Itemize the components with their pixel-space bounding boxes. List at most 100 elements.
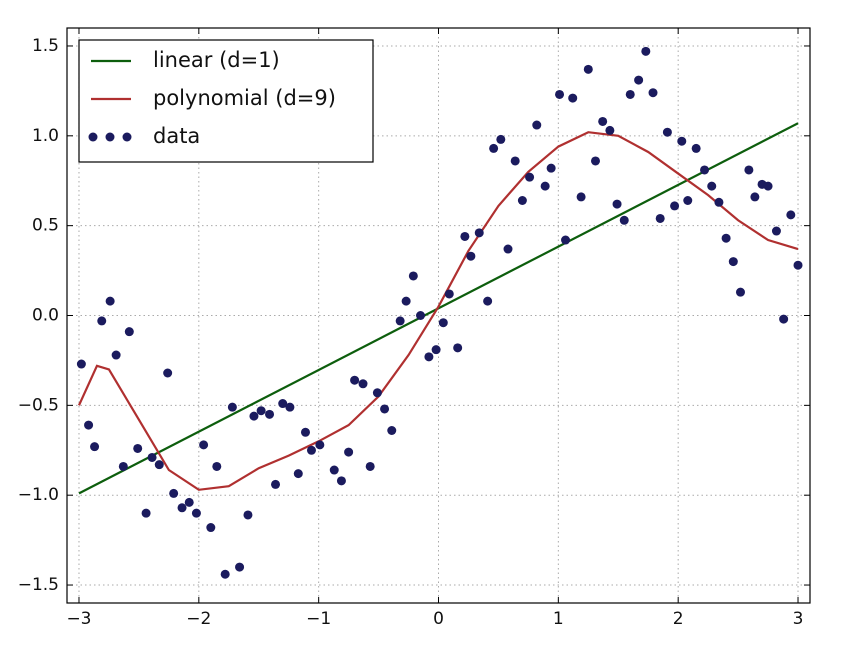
point	[532, 120, 542, 130]
point	[293, 469, 303, 479]
point	[561, 235, 571, 245]
point	[590, 156, 600, 166]
legend-marker	[105, 132, 115, 142]
point	[147, 452, 157, 462]
point	[648, 88, 658, 98]
point	[141, 508, 151, 518]
x-tick-label: 2	[673, 609, 684, 629]
point	[329, 465, 339, 475]
point	[271, 479, 281, 489]
point	[177, 503, 187, 513]
point	[365, 461, 375, 471]
point	[683, 196, 693, 205]
legend-label: linear (d=1)	[153, 48, 280, 72]
x-tick-label: 0	[433, 609, 444, 629]
y-tick-label: 1.0	[32, 126, 59, 146]
point	[380, 404, 390, 414]
legend-marker	[122, 132, 132, 142]
point	[306, 445, 316, 455]
legend-marker	[88, 132, 98, 142]
point	[416, 311, 426, 320]
point	[118, 461, 128, 471]
point	[525, 172, 535, 182]
point	[336, 476, 346, 486]
point	[235, 562, 245, 572]
point	[460, 231, 470, 241]
point	[97, 316, 107, 326]
point	[212, 461, 222, 471]
point	[583, 64, 593, 74]
point	[750, 192, 760, 202]
point	[466, 251, 476, 261]
point	[625, 89, 635, 99]
point	[111, 350, 121, 360]
point	[265, 409, 275, 419]
point	[315, 440, 325, 450]
point	[401, 296, 411, 306]
point	[358, 379, 368, 389]
point	[424, 352, 434, 362]
line	[77, 131, 799, 491]
x-tick-label: 1	[553, 609, 564, 629]
point	[90, 442, 100, 452]
point	[662, 127, 672, 137]
point	[503, 244, 513, 254]
point	[133, 443, 143, 453]
y-tick-label: −0.5	[18, 395, 59, 415]
point	[191, 508, 201, 518]
x-tick-label: −2	[186, 609, 211, 629]
point	[555, 89, 565, 99]
point	[721, 233, 731, 243]
point	[546, 163, 556, 173]
point	[199, 440, 209, 450]
point	[619, 215, 629, 225]
point	[84, 420, 94, 430]
point	[510, 156, 520, 166]
point	[220, 569, 230, 579]
point	[612, 199, 622, 209]
y-tick-label: −1.5	[18, 575, 59, 595]
point	[438, 318, 448, 328]
point	[641, 46, 651, 56]
point	[576, 192, 586, 202]
legend: linear (d=1) polynomial (d=9) data	[78, 39, 374, 163]
point	[489, 143, 499, 153]
point	[285, 402, 295, 412]
point	[598, 116, 608, 126]
point	[387, 426, 397, 435]
x-tick-label: −3	[66, 609, 91, 629]
point	[474, 228, 484, 238]
point	[169, 488, 179, 498]
point	[300, 427, 310, 437]
plot-frame	[66, 27, 811, 604]
point	[243, 510, 253, 520]
point	[227, 402, 237, 412]
point	[431, 345, 441, 355]
point	[278, 399, 288, 409]
point	[249, 411, 259, 421]
x-tick-label: −1	[306, 609, 331, 629]
point	[517, 196, 527, 205]
point	[395, 316, 405, 326]
point	[540, 181, 550, 191]
point	[728, 257, 738, 267]
point	[763, 181, 773, 191]
x-tick-label: 3	[793, 609, 804, 629]
point	[154, 460, 164, 470]
point	[105, 296, 115, 306]
point	[408, 271, 418, 281]
point	[655, 213, 665, 223]
point	[700, 165, 710, 175]
legend-label: polynomial (d=9)	[153, 86, 336, 110]
y-tick-label: 1.5	[32, 36, 59, 56]
legend-label: data	[153, 124, 200, 148]
y-tick-label: 0.5	[32, 216, 59, 236]
point	[163, 368, 173, 378]
point	[634, 75, 644, 85]
point	[735, 287, 745, 297]
y-tick-label: −1.0	[18, 485, 59, 505]
point	[483, 296, 493, 306]
point	[605, 125, 615, 135]
point	[184, 497, 194, 507]
point	[744, 165, 754, 175]
